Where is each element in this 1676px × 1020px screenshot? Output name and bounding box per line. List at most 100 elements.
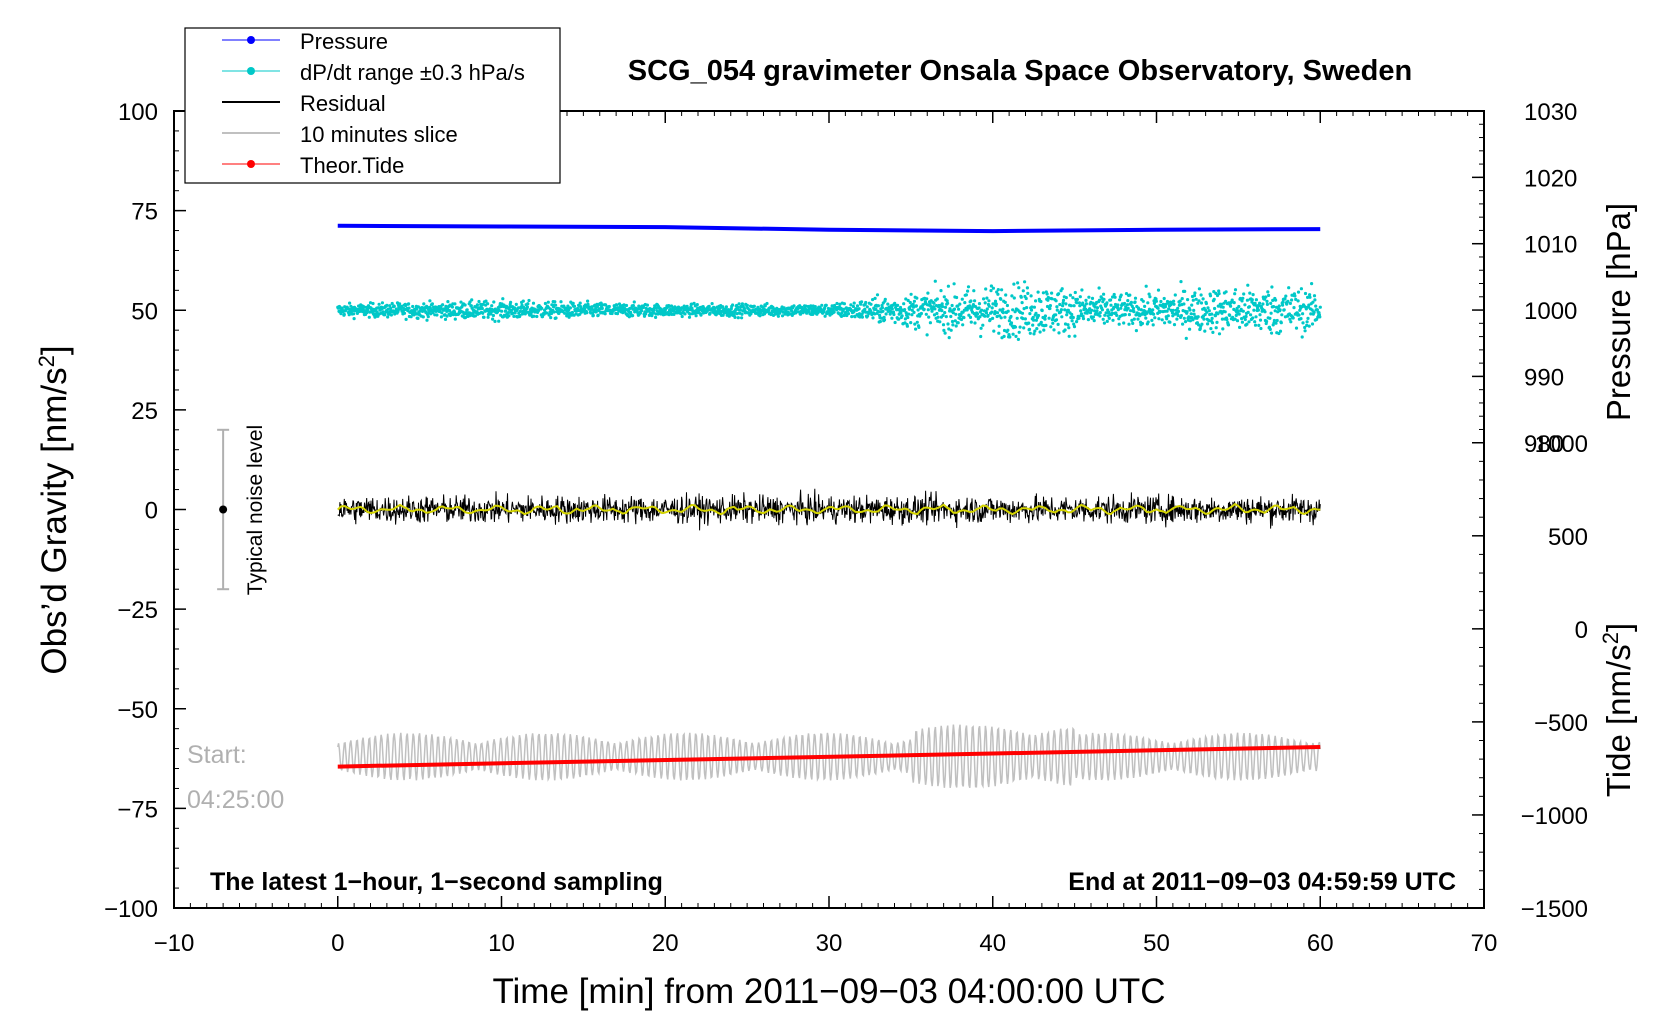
dpdt-point [1054, 313, 1058, 317]
dpdt-point [1310, 282, 1314, 286]
dpdt-point [975, 312, 980, 316]
dpdt-point [415, 307, 419, 311]
dpdt-point [1148, 295, 1152, 299]
dpdt-point [1224, 290, 1228, 294]
dpdt-point [1038, 330, 1042, 334]
dpdt-point [1275, 318, 1279, 323]
series-dpdt-points [336, 279, 1322, 341]
dpdt-point [1307, 324, 1311, 328]
dpdt-point [1213, 314, 1217, 318]
dpdt-point [1200, 322, 1204, 326]
dpdt-point [1165, 317, 1169, 321]
dpdt-point [1027, 327, 1032, 331]
dpdt-point [1159, 299, 1163, 304]
dpdt-point [1125, 303, 1129, 307]
dpdt-point [989, 289, 993, 293]
dpdt-point [1144, 284, 1148, 288]
dpdt-point [997, 331, 1001, 335]
dpdt-point [507, 314, 511, 318]
dpdt-point [1182, 316, 1186, 320]
y-tick-label-left: −100 [104, 896, 158, 923]
dpdt-point [1273, 309, 1277, 313]
dpdt-point [1075, 301, 1079, 305]
dpdt-point [339, 312, 343, 316]
dpdt-point [869, 302, 873, 306]
dpdt-point [1191, 318, 1195, 322]
dpdt-point [962, 316, 966, 320]
dpdt-point [1002, 328, 1007, 333]
dpdt-point [876, 304, 881, 308]
dpdt-point [631, 314, 635, 318]
dpdt-point [1043, 314, 1047, 318]
dpdt-point [926, 308, 930, 312]
dpdt-point [932, 313, 937, 317]
legend-swatch-marker [247, 36, 255, 44]
dpdt-point [1086, 318, 1090, 322]
dpdt-point [1248, 291, 1252, 295]
dpdt-point [1192, 294, 1197, 298]
dpdt-point [1163, 321, 1167, 325]
legend-label-residual: Residual [300, 91, 386, 116]
dpdt-point [416, 316, 420, 320]
dpdt-point [1084, 302, 1088, 306]
dpdt-point [506, 311, 511, 315]
dpdt-point [531, 301, 536, 305]
dpdt-point [959, 317, 964, 322]
dpdt-point [1310, 322, 1315, 326]
dpdt-point [1176, 313, 1180, 318]
dpdt-point [1049, 325, 1053, 329]
dpdt-point [503, 314, 507, 318]
dpdt-point [1063, 322, 1068, 326]
dpdt-point [1241, 296, 1245, 300]
dpdt-point [1071, 315, 1075, 320]
dpdt-point [1033, 329, 1037, 333]
dpdt-point [1216, 304, 1220, 308]
dpdt-point [1009, 321, 1014, 325]
dpdt-point [389, 306, 393, 310]
dpdt-point [1293, 294, 1297, 298]
dpdt-point [1029, 308, 1034, 312]
dpdt-point [882, 315, 886, 319]
dpdt-point [1269, 301, 1273, 305]
dpdt-point [1063, 328, 1067, 332]
dpdt-point [1264, 295, 1268, 299]
legend-swatches [222, 36, 280, 168]
dpdt-point [1193, 291, 1197, 295]
dpdt-point [1048, 306, 1052, 311]
dpdt-point [1244, 314, 1248, 319]
dpdt-point [1017, 286, 1021, 290]
dpdt-point [1265, 319, 1269, 324]
x-tick-label: 30 [816, 930, 843, 957]
dpdt-point [871, 298, 875, 302]
tide-tick-label: 0 [1575, 617, 1588, 644]
dpdt-point [1087, 295, 1091, 299]
dpdt-point [516, 306, 521, 310]
dpdt-point [1274, 298, 1278, 302]
dpdt-point [915, 320, 919, 324]
dpdt-point [640, 309, 644, 313]
dpdt-point [1168, 320, 1172, 324]
dpdt-point [688, 312, 692, 316]
dpdt-point [1294, 326, 1299, 330]
dpdt-point [1015, 316, 1019, 320]
dpdt-point [763, 304, 767, 308]
dpdt-point [645, 303, 650, 307]
dpdt-point [888, 312, 892, 316]
dpdt-point [1207, 319, 1211, 323]
dpdt-point [402, 311, 407, 315]
dpdt-point [504, 309, 508, 313]
dpdt-point [1007, 319, 1012, 323]
dpdt-point [946, 284, 951, 288]
dpdt-point [898, 305, 903, 310]
dpdt-point [1079, 309, 1083, 313]
dpdt-point [954, 312, 958, 316]
dpdt-point [426, 315, 430, 319]
dpdt-point [842, 302, 847, 306]
dpdt-point [999, 316, 1003, 320]
dpdt-point [967, 313, 971, 317]
dpdt-point [1246, 310, 1250, 314]
dpdt-point [1012, 296, 1016, 300]
dpdt-point [880, 306, 885, 310]
dpdt-point [758, 314, 762, 318]
dpdt-point [710, 302, 714, 306]
